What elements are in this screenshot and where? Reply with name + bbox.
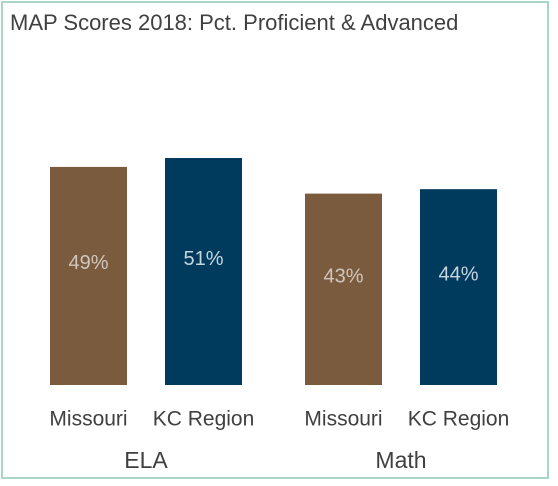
value-label: 44% xyxy=(438,263,478,285)
bar xyxy=(420,189,497,385)
bar xyxy=(305,193,382,385)
category-label: Math xyxy=(375,447,426,473)
series-label: KC Region xyxy=(153,408,255,431)
value-label: 49% xyxy=(68,252,108,274)
chart-title: MAP Scores 2018: Pct. Proficient & Advan… xyxy=(10,10,458,35)
value-label: 51% xyxy=(183,248,223,270)
value-label: 43% xyxy=(323,266,363,288)
bar xyxy=(50,166,127,385)
series-label: KC Region xyxy=(408,408,510,431)
series-label: Missouri xyxy=(49,408,127,431)
category-label: ELA xyxy=(124,447,168,473)
series-label: Missouri xyxy=(304,408,382,431)
bar xyxy=(165,158,242,385)
